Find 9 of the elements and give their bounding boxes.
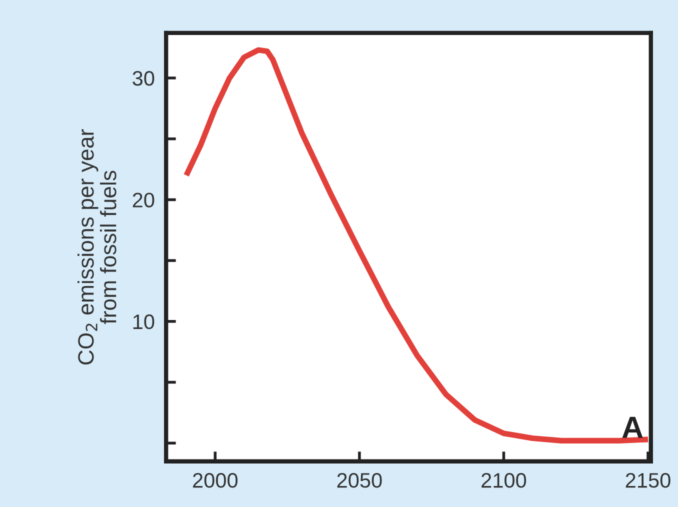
x-tick-label: 2100 [482,473,526,488]
y-axis-title: CO$_{2}$ emissions per year from fossil fuels [78,129,116,364]
annotation: A [622,416,643,438]
x-tick-label: 2000 [193,473,238,488]
x-tick-label: 2150 [626,473,670,488]
y-tick-label: 30 [132,70,154,86]
y-tick-label: 10 [133,314,154,330]
y-tick-label: 20 [132,192,154,208]
x-tick-label: 2050 [337,473,382,488]
